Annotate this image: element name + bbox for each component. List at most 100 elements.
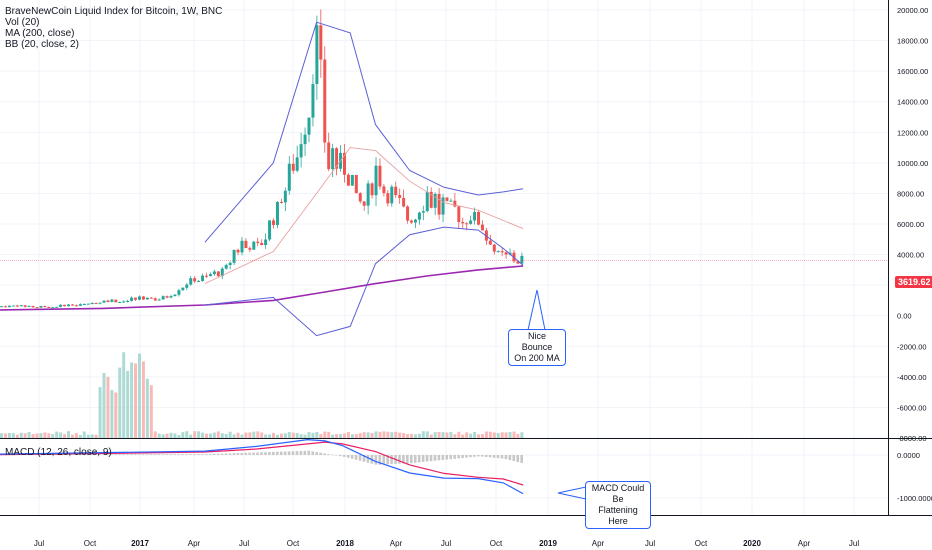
candle-body [374,165,378,196]
macd-histogram-bar [461,455,464,458]
candle-body [299,144,303,158]
candle-body [496,251,500,253]
x-tick-label: 2018 [336,539,354,548]
volume-bar [508,431,512,438]
candle-body [378,165,382,187]
macd-histogram-bar [141,454,145,455]
candle-body [181,287,185,291]
macd-histogram-bar [366,455,370,463]
candle-body [165,296,169,298]
candle-body [402,197,406,207]
volume-bar [220,433,224,438]
macd-histogram-bar [236,453,240,455]
candle-body [283,190,287,203]
candle-body [90,302,94,304]
volume-bar [484,431,488,438]
candle-body [264,239,268,246]
x-tick-label: Jul [34,539,44,548]
macd-histogram-bar [98,454,102,455]
volume-bar [59,432,63,438]
volume-bar [201,432,205,438]
volume-bar [51,434,55,438]
candle-body [382,186,386,194]
x-tick-label: Oct [287,539,300,548]
y-tick-label: 14000.00 [897,98,928,107]
macd-histogram-bar [473,455,476,457]
x-tick-label: Jul [441,539,451,548]
volume-bar [118,367,122,438]
volume-bar [496,432,500,438]
volume-bar [165,433,169,438]
macd-histogram-bar [504,455,508,460]
volume-bar [7,433,11,438]
macd-histogram-bar [268,452,271,455]
volume-bar [449,431,453,438]
candle-body [327,142,331,170]
candle-body [3,306,7,308]
macd-histogram-bar [118,454,121,455]
candle-body [193,278,197,282]
macd-histogram-bar [216,453,220,455]
macd-histogram-bar [449,455,453,460]
candle-body [98,302,102,304]
macd-histogram-bar [165,454,169,455]
volume-bar [23,433,27,438]
candle-body [473,211,477,221]
volume-bar [429,434,433,438]
volume-bar [98,387,102,438]
macd-histogram-bar [264,452,267,455]
macd-histogram-bar [406,455,409,464]
x-tick-label: 2020 [743,539,761,548]
macd-histogram-bar [153,454,157,455]
candle-body [7,305,11,308]
macd-histogram-bar [51,454,54,455]
macd-histogram-bar [122,454,125,455]
macd-histogram-bar [484,455,488,457]
volume-bar [421,431,425,438]
x-tick-label: Jul [239,539,249,548]
candle-body [35,307,39,309]
candle-body [520,255,524,264]
volume-bar [252,431,256,438]
macd-histogram-bar [220,453,224,455]
volume-bar [480,434,484,438]
volume-bar [110,390,114,438]
volume-bar [11,433,15,438]
candle-body [287,163,291,191]
candle-body [346,174,350,186]
volume-bar [382,431,386,438]
macd-histogram-bar [106,454,110,455]
candle-body [201,275,205,281]
volume-bar [67,431,71,438]
volume-bar [82,431,86,438]
candle-body [212,271,216,275]
macd-callout-line-1: MACD Could Be [591,483,645,504]
macd-histogram-bar [82,454,86,455]
macd-histogram-bar [477,455,480,457]
candle-body [110,299,114,302]
bounce-callout: Nice Bounce On 200 MA [508,329,566,366]
macd-histogram-bar [110,454,113,455]
x-tick-label: Apr [188,539,201,548]
macd-histogram-bar [177,454,181,455]
candle-body [122,301,126,303]
volume-bar [323,431,327,438]
volume-bar [279,433,283,438]
volume-bar [394,431,398,438]
candle-body [268,220,272,240]
candle-body [240,240,244,253]
candle-body [208,274,212,277]
candle-body [145,297,149,300]
volume-bar [520,432,524,438]
macd-histogram-bar [437,455,441,461]
macd-histogram-bar [319,452,322,455]
macd-histogram-bar [197,454,200,455]
macd-histogram-bar [173,454,177,455]
macd-histogram-bar [260,452,263,455]
candle-body [244,240,248,249]
volume-bar [315,431,319,438]
y-tick-label: 20000.00 [897,6,928,15]
candle-body [27,305,31,307]
macd-histogram-bar [47,454,50,455]
